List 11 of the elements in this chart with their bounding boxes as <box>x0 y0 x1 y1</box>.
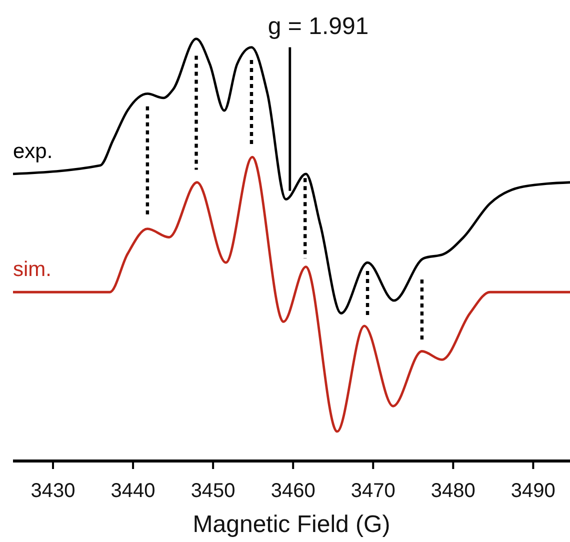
x-tick-label: 3490 <box>510 480 556 502</box>
series-label: sim. <box>13 258 52 282</box>
x-axis-title: Magnetic Field (G) <box>192 511 390 538</box>
x-tick-label: 3430 <box>30 480 76 502</box>
annotation: g = 1.991 <box>268 13 369 42</box>
x-tick-label: 3480 <box>430 480 476 502</box>
x-tick-label: 3440 <box>110 480 156 502</box>
x-tick-label: 3460 <box>270 480 316 502</box>
x-tick-label: 3450 <box>190 480 236 502</box>
x-tick-label: 3470 <box>350 480 396 502</box>
series-label: exp. <box>13 140 53 164</box>
